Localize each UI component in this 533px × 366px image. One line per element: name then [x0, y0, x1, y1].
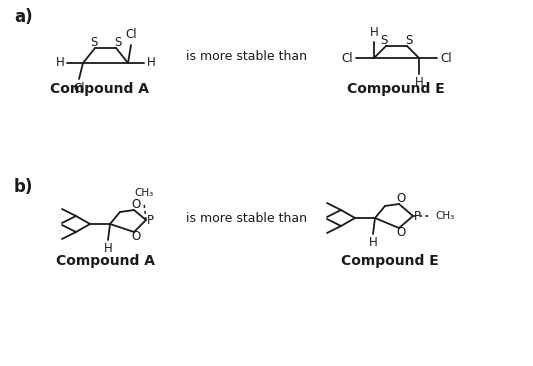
Text: O: O — [131, 198, 141, 212]
Text: S: S — [381, 34, 387, 46]
Text: S: S — [405, 34, 413, 46]
Text: a): a) — [14, 8, 33, 26]
Text: Compound E: Compound E — [347, 82, 445, 96]
Text: S: S — [114, 37, 122, 49]
Text: H: H — [415, 76, 423, 90]
Text: Compound A: Compound A — [51, 82, 149, 96]
Text: H: H — [103, 243, 112, 255]
Text: S: S — [90, 37, 98, 49]
Text: P: P — [414, 209, 421, 223]
Text: Cl: Cl — [73, 82, 85, 96]
Text: b): b) — [14, 178, 34, 196]
Text: P: P — [147, 213, 154, 227]
Text: O: O — [131, 231, 141, 243]
Text: is more stable than: is more stable than — [185, 212, 306, 224]
Text: H: H — [147, 56, 156, 70]
Text: O: O — [397, 227, 406, 239]
Text: Compound E: Compound E — [341, 254, 439, 268]
Text: H: H — [369, 26, 378, 40]
Text: H: H — [369, 236, 377, 250]
Text: H: H — [55, 56, 64, 70]
Text: is more stable than: is more stable than — [185, 49, 306, 63]
Text: CH₃: CH₃ — [134, 188, 154, 198]
Text: Cl: Cl — [125, 29, 137, 41]
Text: O: O — [397, 193, 406, 205]
Text: Cl: Cl — [341, 52, 353, 64]
Text: CH₃: CH₃ — [435, 211, 455, 221]
Text: Cl: Cl — [440, 52, 452, 64]
Text: Compound A: Compound A — [55, 254, 155, 268]
